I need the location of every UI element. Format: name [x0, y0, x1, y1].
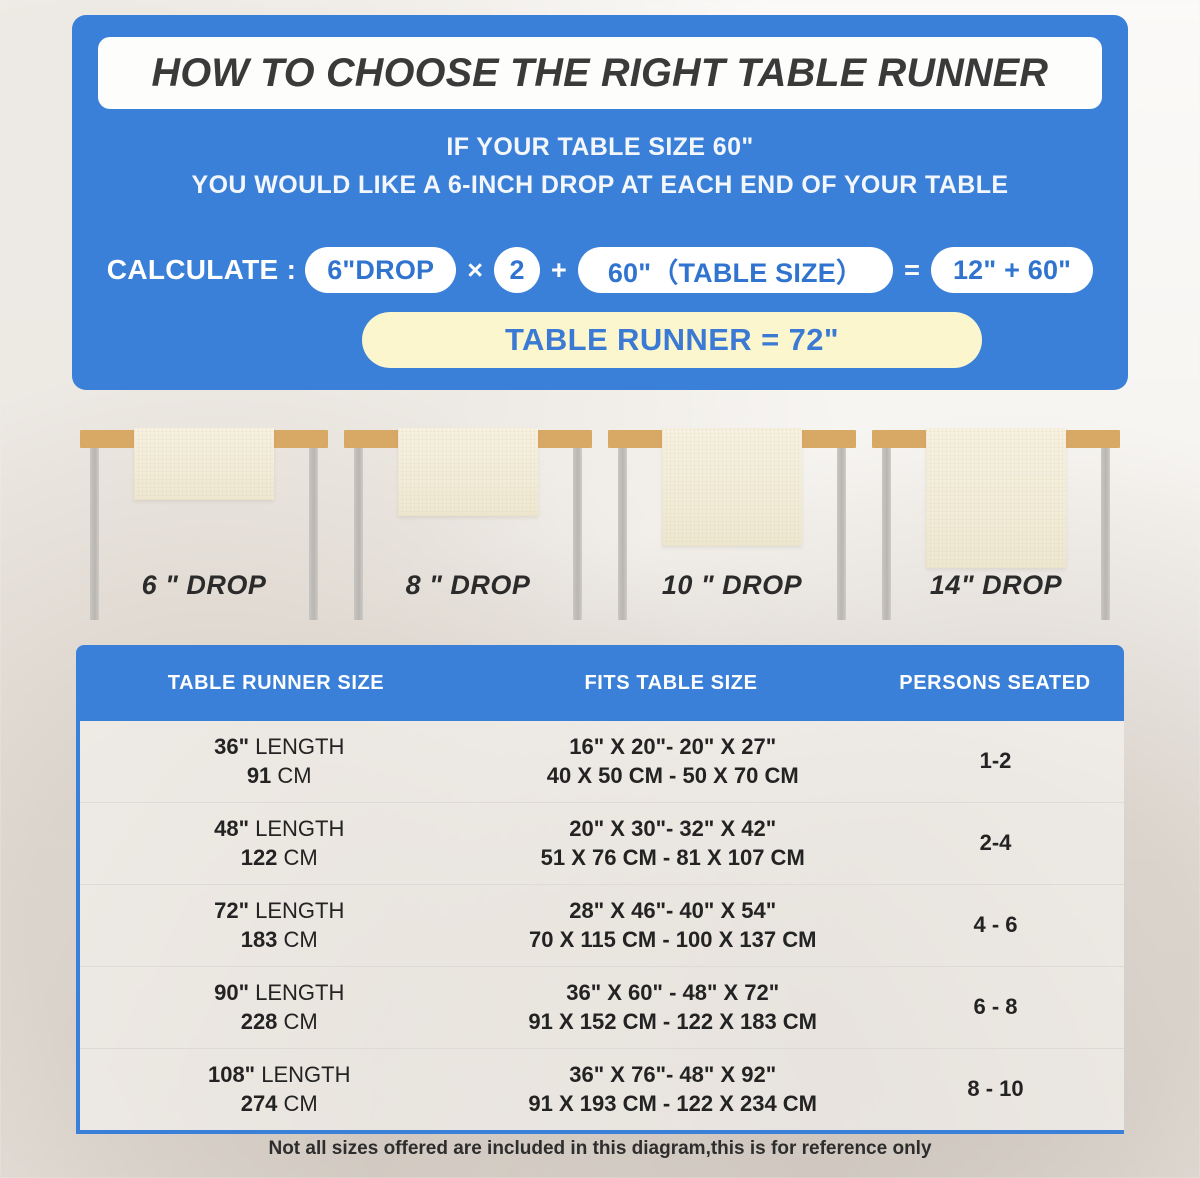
drop-illustrations: 6 " DROP 8 " DROP 10 " DROP 14" DROP [72, 420, 1128, 620]
column-header-runner-size: TABLE RUNNER SIZE [167, 671, 385, 694]
cell-runner-size: 36" LENGTH 91 CM [214, 734, 345, 788]
size-table: TABLE RUNNER SIZE FITS TABLE SIZE PERSON… [76, 645, 1124, 1134]
cell-fits-table-size: 20" X 30"- 32" X 42" 51 X 76 CM - 81 X 10… [540, 816, 805, 870]
drop-value-pill: 6"DROP [305, 247, 457, 293]
cell-fits-table-size: 16" X 20"- 20" X 27" 40 X 50 CM - 50 X 70… [546, 734, 799, 788]
table-row: 108" LENGTH 274 CM 36" X 76"- 48" X 92" 91 … [80, 1049, 1124, 1130]
plus-operator: + [551, 254, 567, 285]
drop-label: 6 " DROP [141, 570, 267, 600]
drop-illustration: 14" DROP [864, 420, 1128, 620]
page-title: HOW TO CHOOSE THE RIGHT TABLE RUNNER [151, 50, 1049, 95]
cell-runner-size: 48" LENGTH 122 CM [214, 816, 345, 870]
drop-illustration: 10 " DROP [600, 420, 864, 620]
cell-runner-size: 72" LENGTH 183 CM [214, 898, 345, 952]
drop-illustration: 6 " DROP [72, 420, 336, 620]
result-banner: TABLE RUNNER = 72" [362, 312, 982, 368]
table-leg-right-icon [309, 448, 318, 620]
table-row: 36" LENGTH 91 CM 16" X 20"- 20" X 27" 40 X … [80, 721, 1124, 803]
multiply-operator: × [467, 254, 484, 285]
cell-fits-table-size: 36" X 60" - 48" X 72" 91 X 152 CM - 122 X… [528, 980, 818, 1034]
table-row: 72" LENGTH 183 CM 28" X 46"- 40" X 54" 70 X… [80, 885, 1124, 967]
tabletop-right-icon [796, 430, 856, 448]
footer-note: Not all sizes offered are included in th… [268, 1138, 932, 1159]
tabletop-left-icon [872, 430, 932, 448]
sum-pill: 12" + 60" [930, 247, 1094, 293]
calculation-row: CALCULATE : 6"DROP × 2 + 60"（TABLE SIZE）… [72, 247, 1128, 293]
cell-persons-seated: 8 - 10 [967, 1076, 1024, 1102]
table-body: 36" LENGTH 91 CM 16" X 20"- 20" X 27" 40 X … [76, 721, 1124, 1130]
table-row: 48" LENGTH 122 CM 20" X 30"- 32" X 42" 51 X… [80, 803, 1124, 885]
column-header-fits-table: FITS TABLE SIZE [584, 671, 758, 694]
tabletop-left-icon [344, 430, 404, 448]
cell-fits-table-size: 36" X 76"- 48" X 92" 91 X 193 CM - 122 X … [528, 1062, 818, 1116]
drop-label: 14" DROP [929, 570, 1063, 600]
multiplier-badge: 2 [494, 247, 541, 293]
tabletop-left-icon [608, 430, 668, 448]
table-leg-right-icon [837, 448, 846, 620]
drop-illustration: 8 " DROP [336, 420, 600, 620]
table-runner-icon [926, 428, 1066, 568]
table-leg-left-icon [90, 448, 99, 620]
drop-label: 8 " DROP [405, 570, 531, 600]
cell-runner-size: 90" LENGTH 228 CM [214, 980, 345, 1034]
table-leg-right-icon [573, 448, 582, 620]
equals-operator: = [904, 254, 920, 285]
table-leg-right-icon [1101, 448, 1110, 620]
tabletop-right-icon [268, 430, 328, 448]
table-runner-icon [134, 428, 274, 500]
table-runner-icon [662, 428, 802, 546]
table-leg-left-icon [882, 448, 891, 620]
cell-fits-table-size: 28" X 46"- 40" X 54" 70 X 115 CM - 100 X … [529, 898, 817, 952]
column-header-persons: PERSONS SEATED [899, 671, 1091, 694]
cell-persons-seated: 4 - 6 [973, 912, 1018, 938]
result-text: TABLE RUNNER = 72" [505, 322, 839, 357]
drop-label: 10 " DROP [661, 570, 803, 600]
tabletop-right-icon [1060, 430, 1120, 448]
subtitle-line-1: IF YOUR TABLE SIZE 60" [446, 133, 754, 161]
cell-persons-seated: 2-4 [979, 830, 1012, 856]
cell-persons-seated: 6 - 8 [973, 994, 1018, 1020]
cell-runner-size: 108" LENGTH 274 CM [207, 1062, 351, 1116]
cell-persons-seated: 1-2 [979, 748, 1012, 774]
tabletop-left-icon [80, 430, 140, 448]
calculate-label: CALCULATE : [106, 254, 297, 285]
table-row: 90" LENGTH 228 CM 36" X 60" - 48" X 72" 91 … [80, 967, 1124, 1049]
table-runner-icon [398, 428, 538, 516]
subtitle-line-2: YOU WOULD LIKE A 6-INCH DROP AT EACH END… [191, 171, 1009, 199]
table-bottom-rule [76, 1130, 1124, 1134]
table-leg-left-icon [354, 448, 363, 620]
title-box: HOW TO CHOOSE THE RIGHT TABLE RUNNER [98, 37, 1102, 109]
table-leg-left-icon [618, 448, 627, 620]
tabletop-right-icon [532, 430, 592, 448]
table-header-row: TABLE RUNNER SIZE FITS TABLE SIZE PERSON… [76, 645, 1124, 721]
calculation-panel: HOW TO CHOOSE THE RIGHT TABLE RUNNER IF … [72, 15, 1128, 390]
table-size-pill: 60"（TABLE SIZE） [577, 247, 894, 293]
